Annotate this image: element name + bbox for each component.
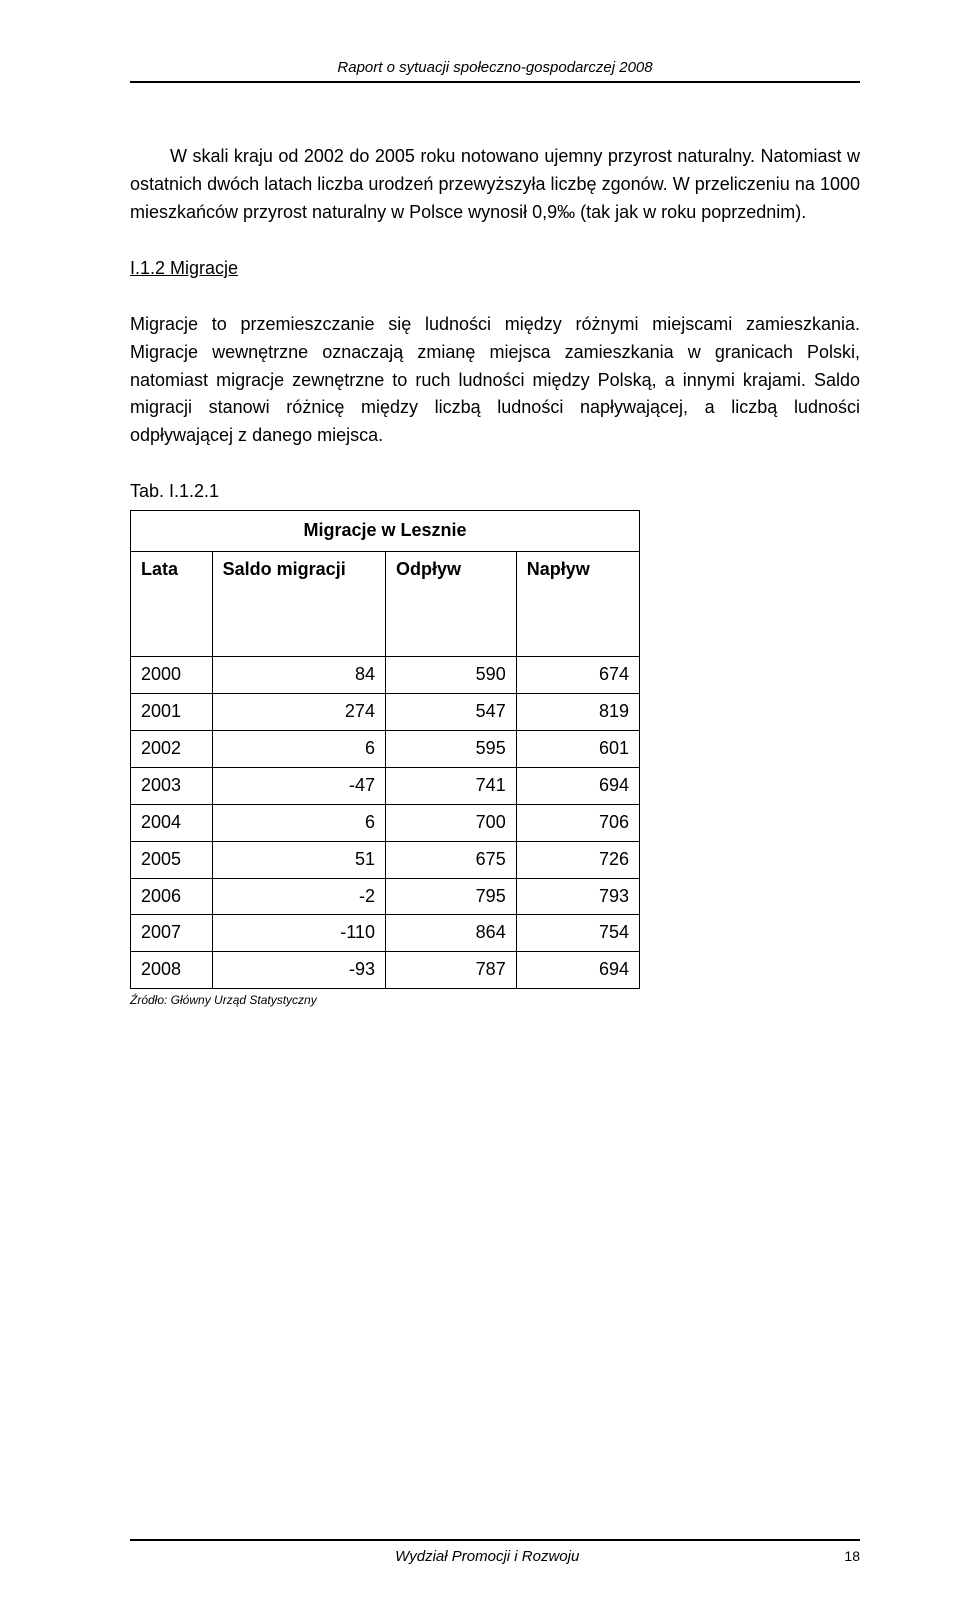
table-row: 20026595601 [131, 730, 640, 767]
migration-table: Migracje w Lesznie Lata Saldo migracji O… [130, 510, 640, 989]
table-source: Źródło: Główny Urząd Statystyczny [130, 991, 860, 1010]
col-header-saldo: Saldo migracji [212, 552, 385, 657]
table-cell: 694 [516, 767, 639, 804]
table-cell: 590 [385, 657, 516, 694]
table-cell: 2008 [131, 952, 213, 989]
table-cell: 547 [385, 694, 516, 731]
table-row: 20046700706 [131, 804, 640, 841]
table-label: Tab. I.1.2.1 [130, 478, 860, 506]
table-cell: 819 [516, 694, 639, 731]
table-cell: 694 [516, 952, 639, 989]
table-cell: 6 [212, 804, 385, 841]
table-cell: 726 [516, 841, 639, 878]
col-header-naplyw: Napływ [516, 552, 639, 657]
table-cell: 793 [516, 878, 639, 915]
table-cell: 2000 [131, 657, 213, 694]
section-heading: I.1.2 Migracje [130, 255, 860, 283]
table-cell: 2003 [131, 767, 213, 804]
table-cell: 754 [516, 915, 639, 952]
table-cell: 2004 [131, 804, 213, 841]
table-cell: 795 [385, 878, 516, 915]
page-number: 18 [844, 1546, 860, 1568]
table-cell: 51 [212, 841, 385, 878]
table-row: 2007-110864754 [131, 915, 640, 952]
table-cell: 595 [385, 730, 516, 767]
table-row: 200084590674 [131, 657, 640, 694]
table-cell: -93 [212, 952, 385, 989]
table-row: 2001274547819 [131, 694, 640, 731]
col-header-odplyw: Odpływ [385, 552, 516, 657]
table-cell: 741 [385, 767, 516, 804]
footer-text: Wydział Promocji i Rozwoju [395, 1545, 579, 1568]
table-cell: -110 [212, 915, 385, 952]
table-cell: 2007 [131, 915, 213, 952]
table-cell: -47 [212, 767, 385, 804]
table-cell: 274 [212, 694, 385, 731]
table-row: 2006-2795793 [131, 878, 640, 915]
table-row: 2008-93787694 [131, 952, 640, 989]
table-title: Migracje w Lesznie [131, 511, 640, 552]
table-cell: 706 [516, 804, 639, 841]
table-row: 200551675726 [131, 841, 640, 878]
paragraph-2: Migracje to przemieszczanie się ludności… [130, 311, 860, 450]
table-cell: -2 [212, 878, 385, 915]
table-cell: 2001 [131, 694, 213, 731]
table-cell: 864 [385, 915, 516, 952]
table-cell: 675 [385, 841, 516, 878]
col-header-lata: Lata [131, 552, 213, 657]
table-cell: 674 [516, 657, 639, 694]
table-cell: 2006 [131, 878, 213, 915]
page-footer: Wydział Promocji i Rozwoju 18 [130, 1539, 860, 1568]
paragraph-1: W skali kraju od 2002 do 2005 roku notow… [130, 143, 860, 227]
table-cell: 2005 [131, 841, 213, 878]
table-cell: 787 [385, 952, 516, 989]
page-header: Raport o sytuacji społeczno-gospodarczej… [130, 56, 860, 83]
page: Raport o sytuacji społeczno-gospodarczej… [0, 0, 960, 1616]
table-cell: 84 [212, 657, 385, 694]
table-cell: 700 [385, 804, 516, 841]
table-cell: 2002 [131, 730, 213, 767]
table-cell: 601 [516, 730, 639, 767]
table-row: 2003-47741694 [131, 767, 640, 804]
table-cell: 6 [212, 730, 385, 767]
